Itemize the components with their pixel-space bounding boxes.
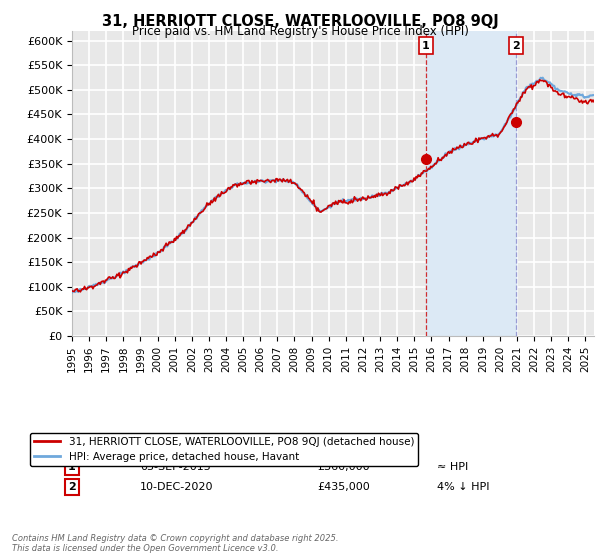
Text: 1: 1 xyxy=(422,40,430,50)
Text: 1: 1 xyxy=(68,462,76,472)
Text: £360,000: £360,000 xyxy=(317,462,370,472)
Text: Price paid vs. HM Land Registry's House Price Index (HPI): Price paid vs. HM Land Registry's House … xyxy=(131,25,469,38)
Text: 03-SEP-2015: 03-SEP-2015 xyxy=(140,462,211,472)
Text: 4% ↓ HPI: 4% ↓ HPI xyxy=(437,482,490,492)
Text: 2: 2 xyxy=(512,40,520,50)
Legend: 31, HERRIOTT CLOSE, WATERLOOVILLE, PO8 9QJ (detached house), HPI: Average price,: 31, HERRIOTT CLOSE, WATERLOOVILLE, PO8 9… xyxy=(30,433,418,466)
Text: 10-DEC-2020: 10-DEC-2020 xyxy=(140,482,214,492)
Bar xyxy=(426,31,516,336)
Text: ≈ HPI: ≈ HPI xyxy=(437,462,469,472)
Text: Contains HM Land Registry data © Crown copyright and database right 2025.
This d: Contains HM Land Registry data © Crown c… xyxy=(12,534,338,553)
Text: 31, HERRIOTT CLOSE, WATERLOOVILLE, PO8 9QJ: 31, HERRIOTT CLOSE, WATERLOOVILLE, PO8 9… xyxy=(101,14,499,29)
Text: 2: 2 xyxy=(68,482,76,492)
Text: £435,000: £435,000 xyxy=(317,482,370,492)
